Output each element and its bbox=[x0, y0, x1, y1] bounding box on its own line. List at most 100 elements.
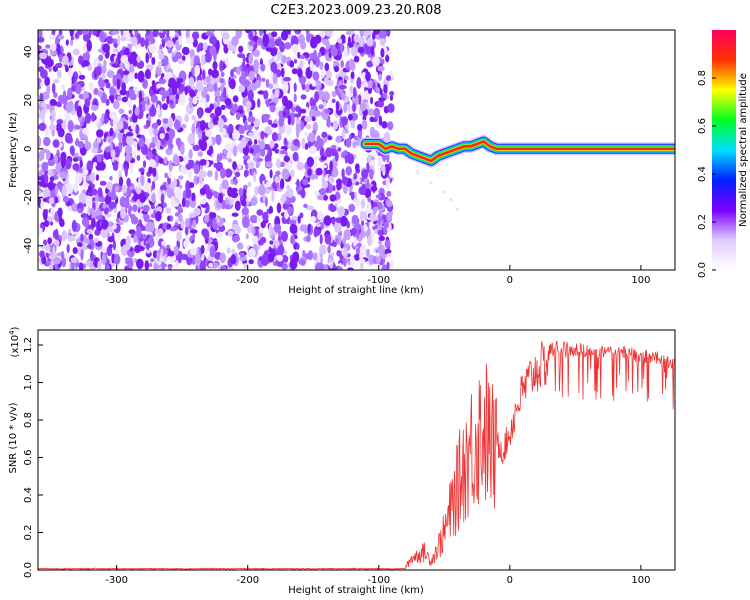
noise-speck bbox=[86, 237, 90, 245]
noise-speck bbox=[306, 156, 314, 167]
noise-speck bbox=[48, 197, 55, 205]
noise-speck bbox=[225, 204, 231, 210]
noise-speck bbox=[366, 222, 370, 227]
noise-speck bbox=[148, 159, 156, 167]
noise-speck bbox=[69, 145, 75, 155]
noise-speck bbox=[256, 98, 261, 108]
noise-speck bbox=[375, 194, 382, 199]
noise-speck bbox=[199, 261, 206, 270]
noise-speck bbox=[207, 137, 213, 148]
noise-speck bbox=[385, 54, 390, 63]
noise-speck bbox=[146, 120, 151, 128]
noise-speck bbox=[380, 58, 385, 65]
noise-speck bbox=[284, 162, 293, 170]
noise-speck bbox=[43, 220, 50, 228]
noise-speck bbox=[246, 104, 250, 114]
noise-speck bbox=[113, 43, 118, 48]
noise-speck bbox=[167, 47, 173, 54]
x-tick-label: 100 bbox=[631, 275, 650, 286]
noise-speck bbox=[377, 155, 383, 164]
noise-speck bbox=[88, 82, 94, 90]
noise-speck bbox=[319, 30, 326, 39]
noise-speck bbox=[49, 176, 55, 182]
noise-speck bbox=[260, 147, 266, 157]
noise-speck bbox=[56, 62, 63, 68]
noise-speck bbox=[205, 129, 213, 137]
noise-speck bbox=[151, 180, 156, 190]
noise-speck bbox=[129, 93, 137, 101]
noise-speck bbox=[204, 52, 212, 63]
noise-speck bbox=[293, 58, 298, 64]
noise-speck bbox=[160, 193, 165, 206]
noise-speck bbox=[207, 170, 213, 178]
noise-speck bbox=[165, 40, 174, 48]
noise-speck bbox=[305, 106, 309, 113]
noise-speck bbox=[45, 44, 51, 49]
noise-speck bbox=[240, 199, 247, 207]
noise-speck bbox=[200, 244, 205, 254]
noise-speck bbox=[219, 252, 226, 264]
noise-speck bbox=[219, 77, 224, 84]
noise-speck bbox=[254, 79, 262, 89]
noise-speck bbox=[150, 258, 155, 263]
noise-speck bbox=[310, 98, 317, 104]
noise-speck bbox=[178, 207, 184, 214]
noise-speck bbox=[232, 161, 237, 170]
noise-speck bbox=[314, 262, 323, 270]
noise-speck bbox=[185, 217, 190, 228]
noise-speck bbox=[245, 233, 249, 240]
noise-speck bbox=[352, 236, 358, 247]
noise-speck bbox=[38, 36, 45, 43]
noise-speck bbox=[72, 48, 80, 56]
noise-speck bbox=[169, 255, 176, 264]
noise-speck bbox=[122, 184, 127, 194]
faint-tail bbox=[416, 171, 459, 211]
noise-speck bbox=[174, 51, 182, 60]
noise-speck bbox=[38, 59, 41, 67]
noise-speck bbox=[124, 165, 128, 178]
noise-speck bbox=[80, 233, 84, 242]
noise-speck bbox=[380, 48, 385, 58]
noise-speck bbox=[383, 221, 390, 229]
noise-speck bbox=[223, 149, 227, 155]
noise-speck bbox=[283, 76, 292, 82]
noise-speck bbox=[344, 76, 349, 81]
noise-speck bbox=[257, 244, 261, 251]
noise-speck bbox=[223, 87, 227, 99]
noise-speck bbox=[116, 120, 124, 130]
noise-speck bbox=[238, 124, 245, 135]
noise-speck bbox=[168, 171, 172, 179]
noise-speck bbox=[104, 195, 112, 205]
noise-speck bbox=[363, 30, 369, 39]
noise-speck bbox=[320, 155, 327, 161]
noise-speck bbox=[168, 77, 176, 86]
noise-speck bbox=[284, 200, 292, 205]
noise-speck bbox=[205, 31, 212, 36]
noise-speck bbox=[124, 154, 132, 162]
noise-speck bbox=[192, 96, 198, 105]
noise-speck bbox=[219, 60, 224, 72]
noise-speck bbox=[306, 205, 314, 211]
noise-speck bbox=[248, 53, 253, 65]
noise-speck bbox=[377, 201, 383, 210]
noise-speck bbox=[202, 69, 206, 82]
noise-speck bbox=[372, 56, 380, 67]
noise-speck bbox=[382, 92, 388, 100]
noise-speck bbox=[148, 151, 152, 162]
noise-speck bbox=[47, 159, 56, 166]
noise-speck bbox=[265, 99, 269, 106]
noise-speck bbox=[145, 37, 148, 50]
noise-speck bbox=[149, 142, 156, 149]
noise-speck bbox=[178, 175, 184, 180]
noise-speck bbox=[112, 100, 120, 110]
noise-speck bbox=[127, 55, 135, 64]
colorbar-ticks: 0.0 0.2 0.4 0.6 0.8 bbox=[697, 70, 716, 278]
noise-speck bbox=[386, 153, 390, 163]
noise-speck bbox=[150, 94, 158, 103]
noise-speck bbox=[265, 78, 270, 88]
noise-speck bbox=[296, 242, 300, 250]
noise-speck bbox=[262, 211, 269, 221]
noise-speck bbox=[198, 176, 203, 185]
noise-speck bbox=[386, 261, 390, 270]
noise-speck bbox=[340, 60, 345, 69]
